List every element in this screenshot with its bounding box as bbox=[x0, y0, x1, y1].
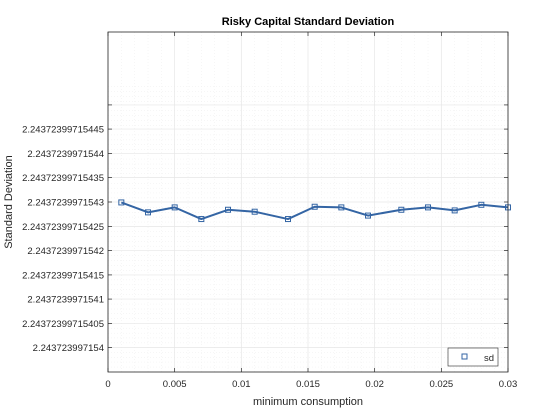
chart-title: Risky Capital Standard Deviation bbox=[222, 16, 395, 28]
x-tick-label: 0.01 bbox=[232, 379, 251, 390]
data-point-marker bbox=[285, 216, 291, 223]
legend: sd bbox=[447, 347, 499, 367]
y-tick-label: 2.2437239971544 bbox=[27, 149, 104, 160]
legend-label: sd bbox=[484, 353, 494, 364]
y-tick-label: 2.24372399715405 bbox=[22, 319, 104, 330]
y-tick-label: 2.24372399715445 bbox=[22, 125, 104, 136]
series-line-sd bbox=[120, 201, 509, 221]
x-tick-label: 0.02 bbox=[365, 379, 384, 390]
data-point-marker bbox=[118, 199, 125, 206]
data-point-marker bbox=[398, 206, 405, 213]
x-tick-label: 0.015 bbox=[296, 379, 320, 390]
y-axis: 2.243723997154 2.24372399715405 2.24372399… bbox=[22, 104, 508, 354]
data-point-marker bbox=[451, 207, 458, 214]
plot-area bbox=[107, 31, 511, 373]
data-point-marker bbox=[225, 206, 231, 213]
x-tick-label: 0.03 bbox=[499, 379, 518, 390]
data-point-marker bbox=[171, 204, 178, 211]
data-point-marker bbox=[311, 203, 318, 210]
x-axis-label: minimum consumption bbox=[253, 396, 363, 408]
y-axis-label: Standard Deviation bbox=[3, 155, 15, 249]
y-tick-label: 2.2437239971543 bbox=[27, 198, 104, 209]
x-tick-label: 0 bbox=[105, 379, 110, 390]
data-point-marker bbox=[251, 208, 258, 215]
x-tick-label: 0.025 bbox=[429, 379, 453, 390]
data-point-marker bbox=[425, 204, 431, 211]
data-point-marker bbox=[478, 201, 485, 208]
x-tick-label: 0.005 bbox=[163, 379, 187, 390]
data-point-marker bbox=[198, 216, 205, 223]
data-point-marker bbox=[145, 209, 151, 216]
data-point-marker bbox=[365, 212, 371, 219]
legend-marker-square-icon bbox=[461, 353, 468, 360]
series-layer bbox=[118, 199, 511, 223]
x-axis: 0 0.005 0.01 0.015 0.02 0.025 0.03 bbox=[105, 32, 517, 390]
y-tick-label: 2.2437239971542 bbox=[27, 246, 104, 257]
legend-box bbox=[447, 347, 499, 367]
y-tick-label: 2.24372399715415 bbox=[22, 270, 104, 281]
y-tick-label: 2.243723997154 bbox=[33, 343, 104, 354]
y-tick-label: 2.24372399715425 bbox=[22, 222, 104, 233]
y-tick-label: 2.2437239971541 bbox=[27, 295, 104, 306]
data-point-marker bbox=[338, 204, 345, 211]
y-tick-label: 2.24372399715435 bbox=[22, 173, 104, 184]
